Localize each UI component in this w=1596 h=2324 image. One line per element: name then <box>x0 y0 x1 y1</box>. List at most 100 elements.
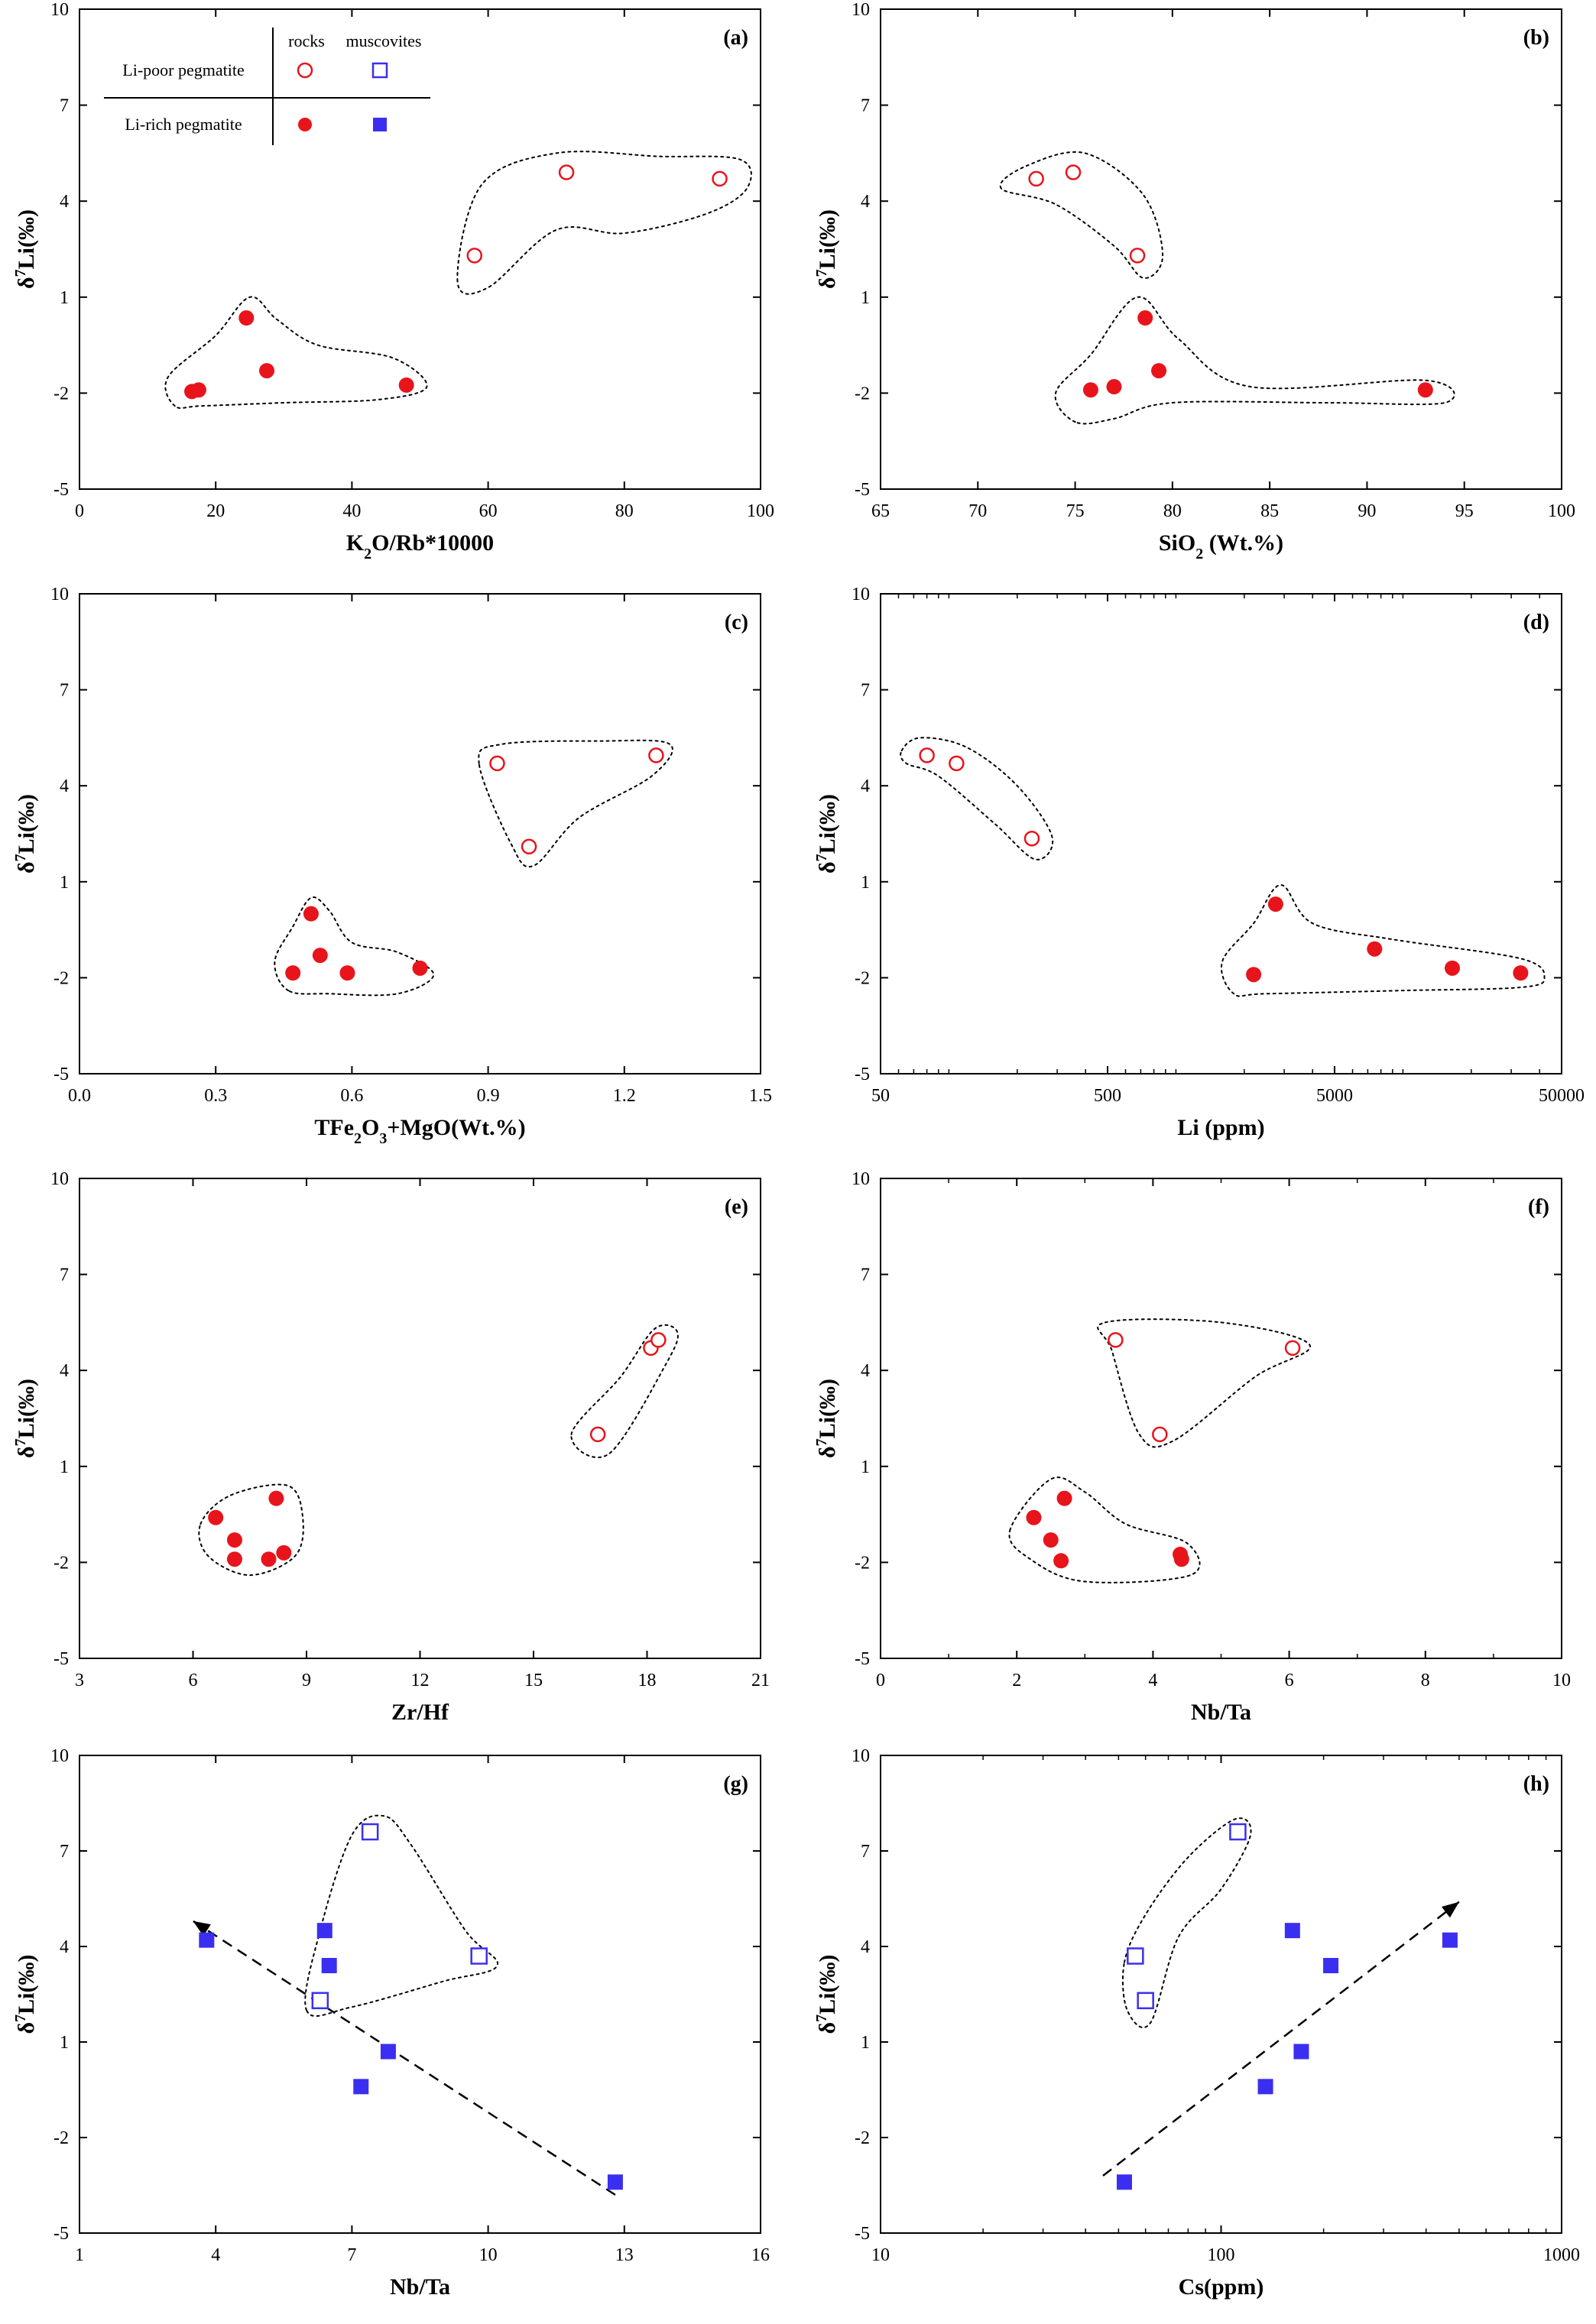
group-outline <box>198 1483 304 1577</box>
y-tick-label: 7 <box>861 96 870 116</box>
y-axis-label-part: Li(‰) <box>14 1955 39 2014</box>
y-tick-label: 7 <box>60 681 69 701</box>
x-axis-label-part: SiO <box>1159 530 1195 556</box>
x-axis-label-part: +MgO(Wt.%) <box>387 1115 525 1140</box>
group-outline <box>1097 1318 1312 1448</box>
y-tick-label: -2 <box>855 968 870 988</box>
data-point-open-circle <box>712 170 728 187</box>
panel-label: (g) <box>723 1772 748 1796</box>
group-outline <box>304 1814 498 2018</box>
group-outline <box>274 896 435 997</box>
x-axis-label-part: 2 <box>354 1130 362 1147</box>
x-axis-label: Zr/Hf <box>391 1700 449 1725</box>
data-point-filled-square <box>380 2044 396 2060</box>
y-tick-label: 7 <box>60 1266 69 1285</box>
y-tick-label: 1 <box>861 1457 870 1477</box>
y-axis-label-part: δ <box>815 2022 840 2034</box>
x-tick-label: 20 <box>206 501 225 521</box>
y-tick-label: -2 <box>54 968 69 988</box>
panel-label: (d) <box>1523 611 1549 634</box>
y-tick-label: -5 <box>54 480 69 500</box>
data-point-filled-circle <box>1043 1532 1059 1548</box>
legend-header-muscovites: muscovites <box>346 31 422 50</box>
x-tick-label: 21 <box>751 1671 770 1690</box>
y-axis-label-part: Li(‰) <box>14 794 39 854</box>
legend-filled-square-marker <box>373 118 387 131</box>
y-axis-label-part: Li(‰) <box>14 1379 39 1438</box>
x-axis-label: Cs(ppm) <box>1179 2274 1264 2300</box>
x-tick-label: 10 <box>479 2245 498 2265</box>
y-tick-label: 10 <box>852 1746 870 1766</box>
data-point-filled-circle <box>226 1551 242 1567</box>
trend-arrow-head <box>193 1920 211 1937</box>
x-tick-label: 50 <box>871 1086 890 1106</box>
data-point-filled-square <box>321 1958 337 1973</box>
data-point-filled-circle <box>303 906 319 922</box>
y-axis-label-part: 7 <box>813 854 830 861</box>
data-point-filled-circle <box>1053 1553 1069 1569</box>
group-outline <box>570 1324 679 1458</box>
data-point-filled-circle <box>1151 363 1167 379</box>
group-outline <box>1054 296 1455 425</box>
y-tick-label: 4 <box>60 776 69 796</box>
y-axis-label-part: δ <box>14 861 39 874</box>
y-tick-label: 1 <box>861 2033 870 2053</box>
plot-frame <box>79 593 761 1074</box>
y-tick-label: 7 <box>60 96 69 116</box>
plot-frame <box>79 8 761 490</box>
plot-frame <box>79 1178 761 1659</box>
data-point-open-circle <box>589 1426 606 1443</box>
data-point-open-circle <box>521 838 537 854</box>
x-tick-label: 0.6 <box>340 1086 363 1106</box>
x-tick-label: 6 <box>189 1671 198 1690</box>
x-axis-label-part: 2 <box>1195 546 1203 562</box>
data-point-filled-circle <box>1513 965 1529 981</box>
plot-frame <box>79 1755 761 2234</box>
data-point-open-square <box>470 1947 488 1965</box>
x-axis-label-part: 2 <box>364 546 371 562</box>
x-axis-label-part: Li (ppm) <box>1177 1115 1264 1140</box>
y-axis-label: δ7Li(‰) <box>12 209 39 289</box>
y-axis-label: δ7Li(‰) <box>813 794 840 874</box>
x-tick-label: 75 <box>1066 501 1085 521</box>
panel-label: (b) <box>1523 26 1549 50</box>
data-point-open-circle <box>1065 164 1082 180</box>
trend-arrow-line <box>192 1920 616 2196</box>
data-point-open-circle <box>489 755 505 772</box>
data-point-filled-circle <box>1082 382 1098 398</box>
y-tick-label: 1 <box>861 873 870 893</box>
y-tick-label: -5 <box>54 1649 69 1669</box>
data-point-open-square <box>311 1992 329 2010</box>
y-tick-label: 4 <box>861 776 870 796</box>
data-point-open-circle <box>466 248 483 264</box>
panel-label: (a) <box>723 26 748 50</box>
x-tick-label: 8 <box>1421 1671 1430 1690</box>
data-point-filled-circle <box>1106 379 1122 395</box>
x-axis-label-part: 3 <box>379 1130 387 1147</box>
data-point-open-circle <box>1284 1340 1301 1356</box>
x-tick-label: 4 <box>211 2245 220 2265</box>
y-tick-label: -2 <box>855 2128 870 2148</box>
y-axis-label-part: 7 <box>12 2014 29 2022</box>
y-tick-label: 10 <box>50 1169 69 1189</box>
data-point-filled-circle <box>1417 382 1433 398</box>
y-tick-label: 1 <box>60 873 69 893</box>
x-tick-label: 5000 <box>1316 1086 1353 1106</box>
x-tick-label: 15 <box>524 1671 543 1690</box>
x-axis-label: TFe2O3+MgO(Wt.%) <box>314 1115 525 1147</box>
y-tick-label: 10 <box>50 0 69 20</box>
y-axis-label-part: δ <box>14 2022 39 2034</box>
group-outline <box>900 737 1054 861</box>
y-axis-label-part: δ <box>815 861 840 874</box>
y-axis-label-part: 7 <box>813 2014 830 2022</box>
x-tick-label: 0.9 <box>477 1086 500 1106</box>
x-tick-label: 12 <box>411 1671 430 1690</box>
data-point-filled-circle <box>1026 1509 1042 1525</box>
data-point-filled-circle <box>190 382 206 398</box>
y-tick-label: 7 <box>861 1266 870 1285</box>
y-axis-label-part: Li(‰) <box>14 209 39 269</box>
x-tick-label: 100 <box>747 501 774 521</box>
